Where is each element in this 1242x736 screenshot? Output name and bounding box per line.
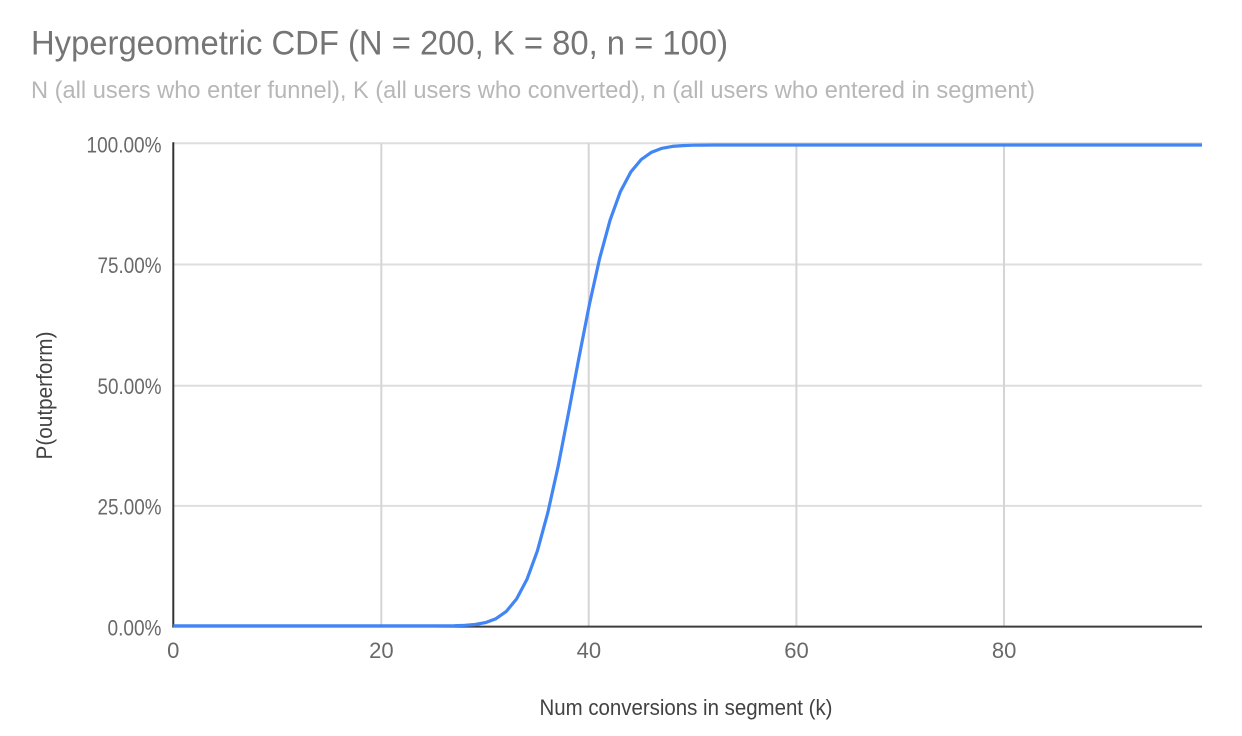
svg-text:P(outperform): P(outperform) bbox=[32, 332, 57, 460]
svg-text:0: 0 bbox=[167, 638, 179, 663]
svg-text:100.00%: 100.00% bbox=[87, 133, 162, 158]
svg-text:50.00%: 50.00% bbox=[98, 374, 162, 399]
svg-text:Num conversions in segment (k): Num conversions in segment (k) bbox=[540, 695, 833, 720]
svg-text:Hypergeometric CDF (N = 200, K: Hypergeometric CDF (N = 200, K = 80, n =… bbox=[31, 25, 728, 63]
svg-text:75.00%: 75.00% bbox=[98, 253, 162, 278]
svg-text:0.00%: 0.00% bbox=[108, 615, 162, 640]
svg-text:N (all users who enter funnel): N (all users who enter funnel), K (all u… bbox=[31, 77, 1035, 104]
svg-text:25.00%: 25.00% bbox=[98, 495, 162, 520]
svg-text:20: 20 bbox=[369, 638, 393, 663]
svg-text:60: 60 bbox=[784, 638, 808, 663]
svg-text:40: 40 bbox=[577, 638, 601, 663]
svg-text:80: 80 bbox=[992, 638, 1016, 663]
